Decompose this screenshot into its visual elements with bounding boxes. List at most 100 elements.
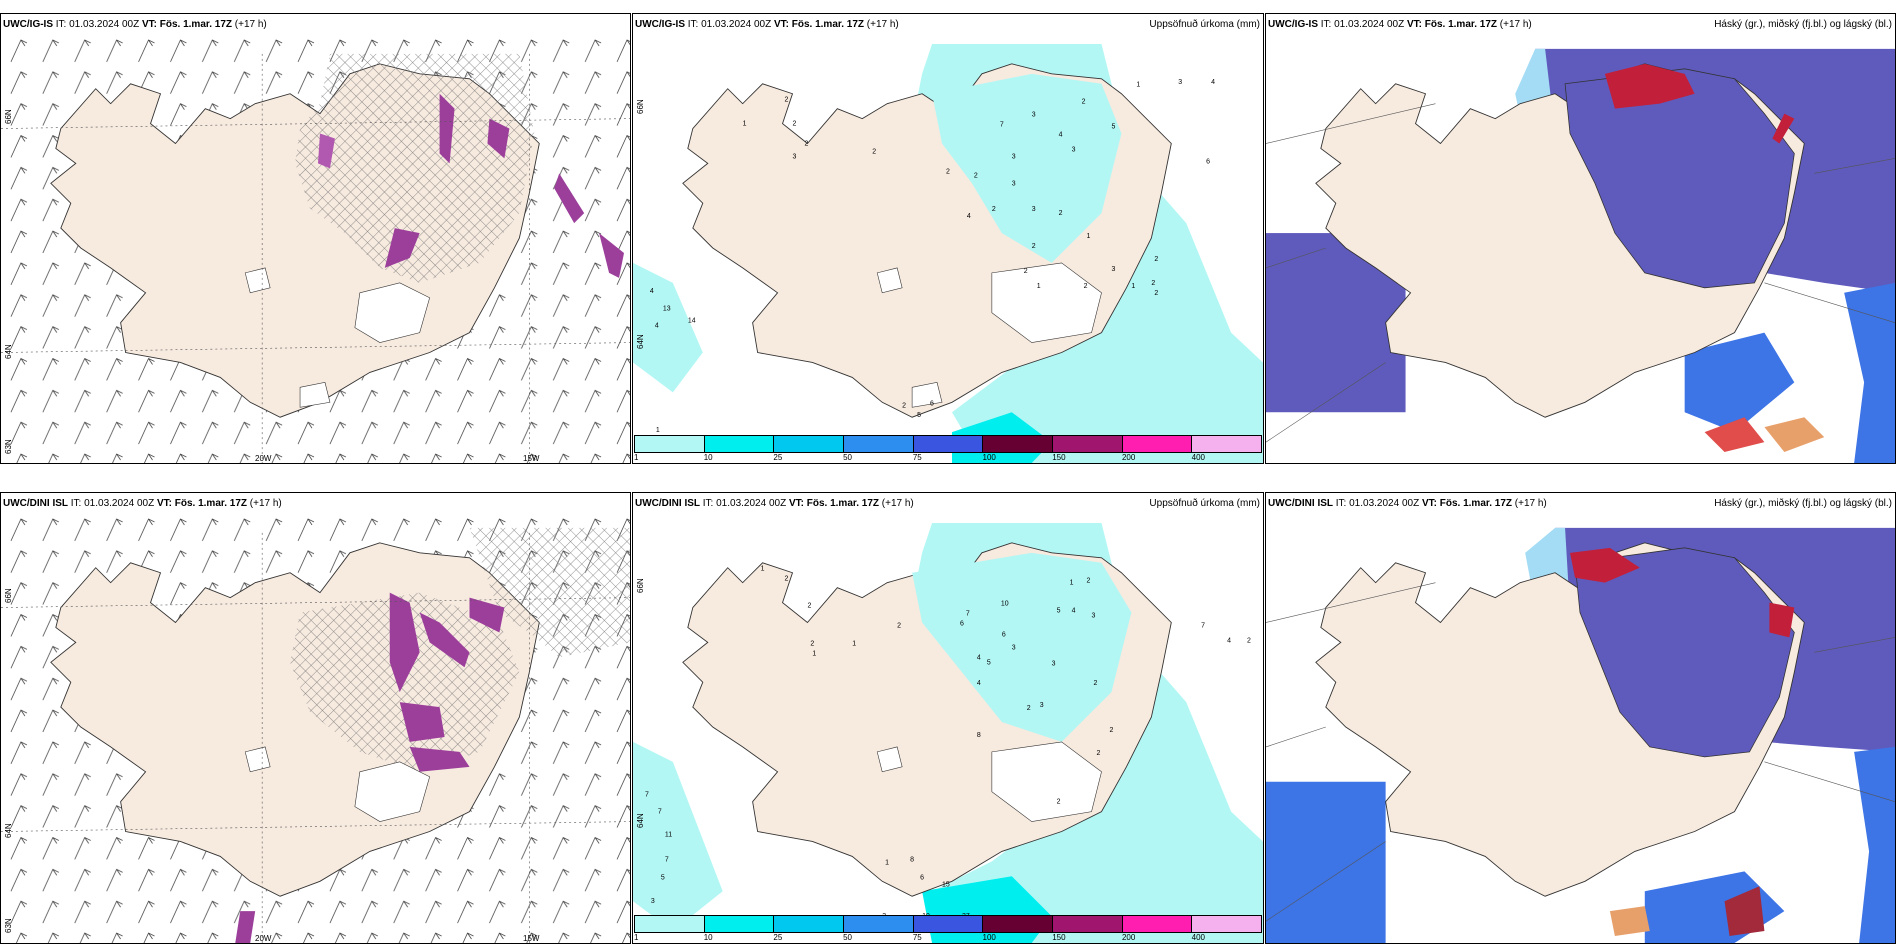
latitude-line <box>1266 103 1436 144</box>
legend-swatch <box>635 436 705 452</box>
precip-value: 4 <box>1211 79 1215 86</box>
precip-value: 1 <box>761 566 765 573</box>
map-canvas <box>1266 527 1895 943</box>
cloud-high-over-land <box>1574 547 1795 758</box>
lat-label-66n: 66N <box>4 109 13 124</box>
legend-tick: 200 <box>1121 453 1136 462</box>
precip-value: 4 <box>967 213 971 220</box>
precip-value: 5 <box>987 659 991 666</box>
panel-header: UWC/DINI ISL IT: 01.03.2024 00Z VT: Fös.… <box>1266 493 1895 515</box>
precip-value: 3 <box>1012 180 1016 187</box>
valid-time: Fös. 1.mar. 17Z <box>791 19 865 30</box>
precip-color-legend <box>634 915 1262 933</box>
legend-swatch <box>983 436 1054 452</box>
valid-time: Fös. 1.mar. 17Z <box>1439 498 1513 509</box>
precip-value: 2 <box>1082 99 1086 106</box>
precip-over-land-ne <box>932 73 1122 263</box>
legend-tick: 25 <box>773 453 783 462</box>
lead-time: (+17 h) <box>249 498 282 509</box>
precip-value: 2 <box>897 622 901 629</box>
precip-value: 7 <box>658 809 662 816</box>
longitude-line <box>1814 637 1895 653</box>
icing-shading-5 <box>469 597 505 633</box>
precip-value: 2 <box>1109 727 1113 734</box>
latitude-line <box>1266 726 1326 748</box>
valid-time: Fös. 1.mar. 17Z <box>159 19 233 30</box>
precip-value: 6 <box>930 400 934 407</box>
cloud-red-south <box>1724 886 1765 937</box>
precip-value: 1 <box>1037 283 1041 290</box>
precip-value: 8 <box>977 732 981 739</box>
field-title: Uppsöfnuð úrkoma (mm) <box>1149 19 1260 30</box>
legend-tick: 150 <box>1052 453 1066 462</box>
legend-tick: 10 <box>703 933 713 942</box>
lead-time: (+17 h) <box>881 498 914 509</box>
latitude-line <box>1 118 630 129</box>
lat-label-64n: 64N <box>4 344 13 359</box>
lat-label-66n: 66N <box>636 578 645 593</box>
precip-value: 2 <box>946 168 950 175</box>
precip-value: 3 <box>1072 146 1076 153</box>
icing-shading-1 <box>439 93 455 164</box>
precip-value: 3 <box>1178 79 1182 86</box>
icing-shading-1 <box>389 592 420 693</box>
precip-value: 2 <box>1084 283 1088 290</box>
map-panel-bottom-right: UWC/DINI ISL IT: 01.03.2024 00Z VT: Fös.… <box>1265 492 1896 944</box>
legend-swatch <box>1122 436 1193 452</box>
icing-hatched-area <box>469 527 630 658</box>
legend-swatch <box>1192 436 1262 452</box>
lat-label-66n: 66N <box>636 99 645 114</box>
glacier-langjokull <box>876 746 903 773</box>
precip-over-land-ne <box>912 552 1132 742</box>
latitude-line <box>1 821 630 832</box>
legend-tick: 100 <box>982 453 996 462</box>
precip-value: 1 <box>1136 82 1140 89</box>
icing-shading-4 <box>599 233 625 278</box>
legend-tick: 50 <box>843 933 853 942</box>
precip-value: 5 <box>661 874 665 881</box>
precip-value: 3 <box>1012 644 1016 651</box>
cloud-east-strip <box>1844 282 1895 463</box>
valid-time: Fös. 1.mar. 17Z <box>806 498 880 509</box>
precip-value: 3 <box>1052 660 1056 667</box>
legend-swatch <box>1053 436 1123 452</box>
precip-value: 1 <box>1070 580 1074 587</box>
precip-value: 2 <box>1032 243 1036 250</box>
precip-value: 2 <box>1094 680 1098 687</box>
cloud-high-red <box>1604 63 1695 109</box>
legend-tick: 50 <box>843 453 853 462</box>
precip-value: 2 <box>1247 637 1251 644</box>
cloud-high-red <box>1570 547 1640 583</box>
map-panel-top-right: UWC/IG-IS IT: 01.03.2024 00Z VT: Fös. 1.… <box>1265 13 1896 464</box>
model-name: UWC/DINI ISL <box>3 498 68 509</box>
precip-value: 2 <box>807 603 811 610</box>
longitude-line <box>1266 362 1386 443</box>
legend-swatch <box>704 436 775 452</box>
precip-value-labels: 2 1 2 2 3 2 2 7 3 4 2 1 5 2 3 3 2 3 2 3 <box>650 79 1215 434</box>
precip-shading-west <box>633 741 723 932</box>
precip-value: 2 <box>1097 750 1101 757</box>
legend-tick: 100 <box>982 933 996 942</box>
field-title: Háský (gr.), miðský (fj.bl.) og lágský (… <box>1714 498 1892 509</box>
cloud-orange-south <box>1764 417 1825 453</box>
longitude-line <box>1764 282 1895 323</box>
precip-value: 1 <box>656 427 660 434</box>
legend-tick: 1 <box>634 933 639 942</box>
model-name: UWC/DINI ISL <box>1268 498 1333 509</box>
glacier-myrdalsjokull <box>299 382 331 408</box>
legend-swatch <box>1192 916 1262 932</box>
cloud-south-blob <box>1644 871 1785 943</box>
precip-value: 4 <box>1059 132 1063 139</box>
lat-label-64n: 64N <box>636 334 645 349</box>
map-canvas <box>1266 48 1895 463</box>
legend-swatch <box>983 916 1054 932</box>
lead-time: (+17 h) <box>1514 498 1547 509</box>
precip-value: 4 <box>655 323 659 330</box>
precip-value: 7 <box>1000 122 1004 129</box>
precip-value: 2 <box>1059 210 1063 217</box>
precip-value: 3 <box>1012 153 1016 160</box>
glacier-myrdalsjokull <box>911 382 943 408</box>
legend-swatch <box>913 436 984 452</box>
lead-time: (+17 h) <box>866 19 899 30</box>
precip-value: 2 <box>872 148 876 155</box>
